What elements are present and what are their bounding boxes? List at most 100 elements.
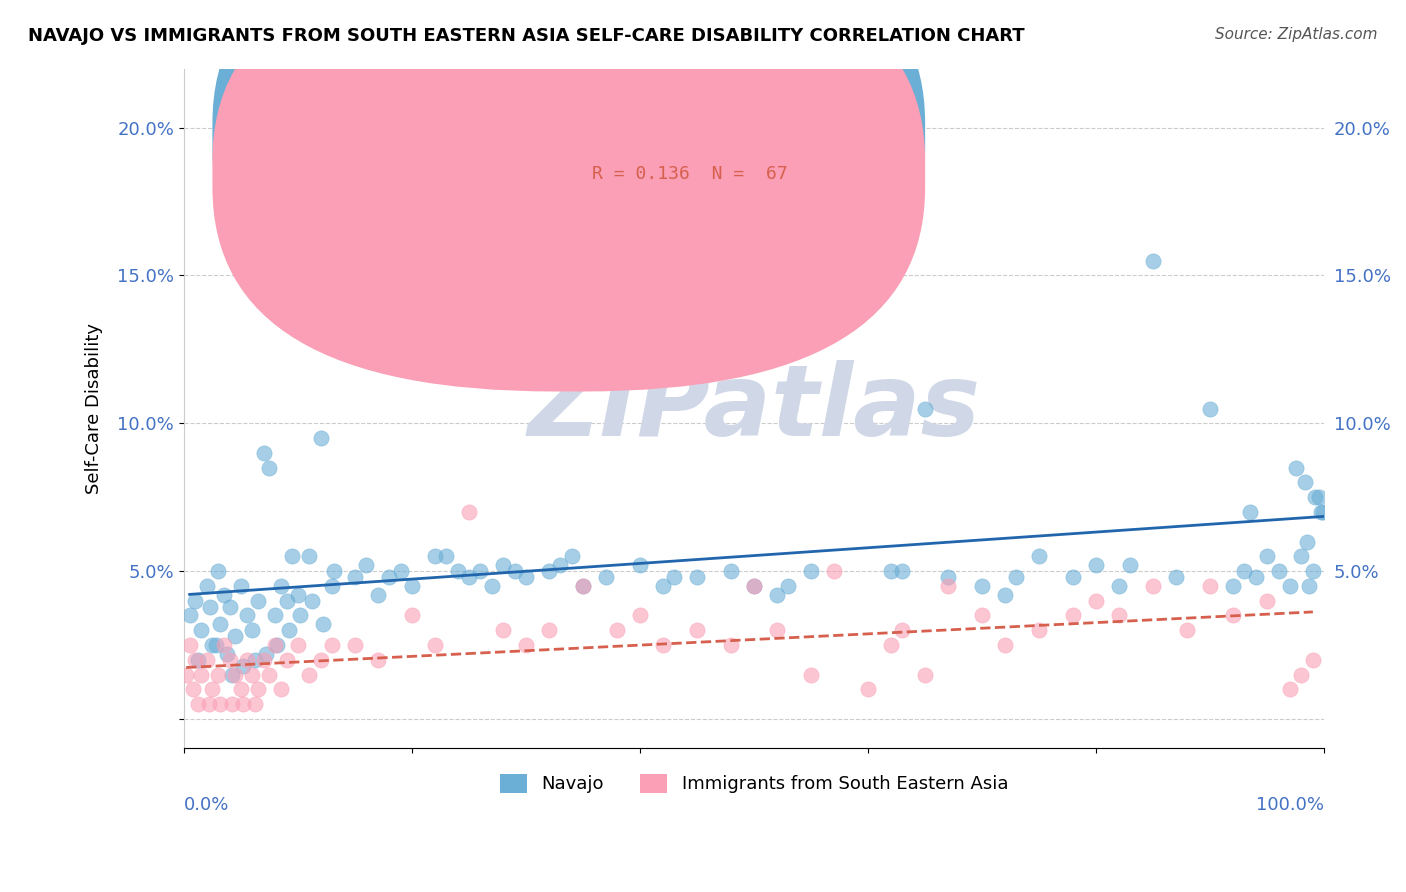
Point (766, 588, 789, 602)
Point (401, 608, 423, 623)
Point (224, 667, 246, 681)
Point (914, 401, 936, 416)
Point (972, 608, 994, 623)
Point (1291, 667, 1313, 681)
Point (221, 667, 243, 681)
Point (458, 505, 481, 519)
Point (1164, 570, 1187, 584)
Point (1267, 564, 1289, 578)
Point (1296, 534, 1319, 549)
Point (720, 638, 742, 652)
Point (1302, 564, 1324, 578)
Point (232, 697, 254, 711)
Point (290, 608, 312, 623)
Point (367, 653, 389, 667)
Point (301, 593, 323, 607)
Point (235, 608, 257, 623)
Point (1256, 593, 1278, 607)
Point (503, 564, 526, 578)
Point (259, 667, 281, 681)
Point (936, 570, 959, 584)
Point (321, 638, 343, 652)
Point (221, 697, 243, 711)
Point (651, 638, 673, 652)
Point (270, 579, 292, 593)
Point (1303, 490, 1326, 504)
Point (190, 624, 212, 638)
Point (287, 638, 309, 652)
Point (247, 682, 270, 697)
Point (389, 564, 412, 578)
Point (572, 579, 595, 593)
Point (470, 564, 492, 578)
Point (606, 624, 628, 638)
Point (218, 653, 240, 667)
Point (343, 570, 366, 584)
Point (229, 682, 252, 697)
Point (537, 624, 560, 638)
Point (1028, 549, 1050, 564)
Point (367, 588, 389, 602)
Point (434, 549, 457, 564)
Point (994, 588, 1017, 602)
Point (492, 558, 515, 573)
Point (1119, 558, 1142, 573)
Point (309, 431, 332, 445)
Point (401, 579, 423, 593)
Point (212, 588, 235, 602)
Point (195, 579, 218, 593)
Point (184, 653, 207, 667)
Point (458, 570, 481, 584)
Point (276, 593, 298, 607)
FancyBboxPatch shape (212, 0, 925, 354)
Point (548, 558, 571, 573)
Point (778, 579, 800, 593)
Point (247, 593, 270, 607)
Point (1028, 624, 1050, 638)
Point (742, 579, 765, 593)
Point (1199, 401, 1222, 416)
Point (217, 647, 239, 661)
Point (240, 667, 263, 681)
Point (720, 564, 742, 578)
Point (212, 638, 235, 652)
Text: R = 0.136  N =  67: R = 0.136 N = 67 (592, 165, 787, 183)
Point (686, 624, 709, 638)
Point (537, 564, 560, 578)
Point (266, 638, 288, 652)
Point (446, 564, 468, 578)
Text: NAVAJO VS IMMIGRANTS FROM SOUTH EASTERN ASIA SELF-CARE DISABILITY CORRELATION CH: NAVAJO VS IMMIGRANTS FROM SOUTH EASTERN … (28, 27, 1025, 45)
Point (880, 638, 903, 652)
Point (880, 564, 903, 578)
Point (207, 564, 229, 578)
Point (1177, 624, 1199, 638)
Point (198, 697, 221, 711)
Point (332, 165, 354, 179)
Point (1256, 549, 1278, 564)
Point (235, 653, 257, 667)
Point (224, 629, 246, 643)
Text: R = 0.071  N = 102: R = 0.071 N = 102 (592, 128, 787, 145)
Point (254, 647, 277, 661)
Point (1222, 608, 1244, 623)
Point (856, 253, 879, 268)
Point (218, 599, 240, 614)
Point (179, 638, 201, 652)
Point (936, 579, 959, 593)
Legend: Navajo, Immigrants from South Eastern Asia: Navajo, Immigrants from South Eastern As… (492, 767, 1015, 801)
Point (198, 599, 221, 614)
Point (209, 617, 232, 632)
Point (1294, 475, 1316, 490)
Point (595, 570, 617, 584)
Point (1244, 570, 1267, 584)
Point (298, 667, 321, 681)
Point (766, 624, 789, 638)
Point (423, 638, 446, 652)
Point (572, 579, 595, 593)
Point (184, 593, 207, 607)
Point (174, 667, 197, 681)
Point (243, 653, 266, 667)
Point (253, 446, 276, 460)
Point (276, 653, 298, 667)
Point (1285, 460, 1308, 475)
